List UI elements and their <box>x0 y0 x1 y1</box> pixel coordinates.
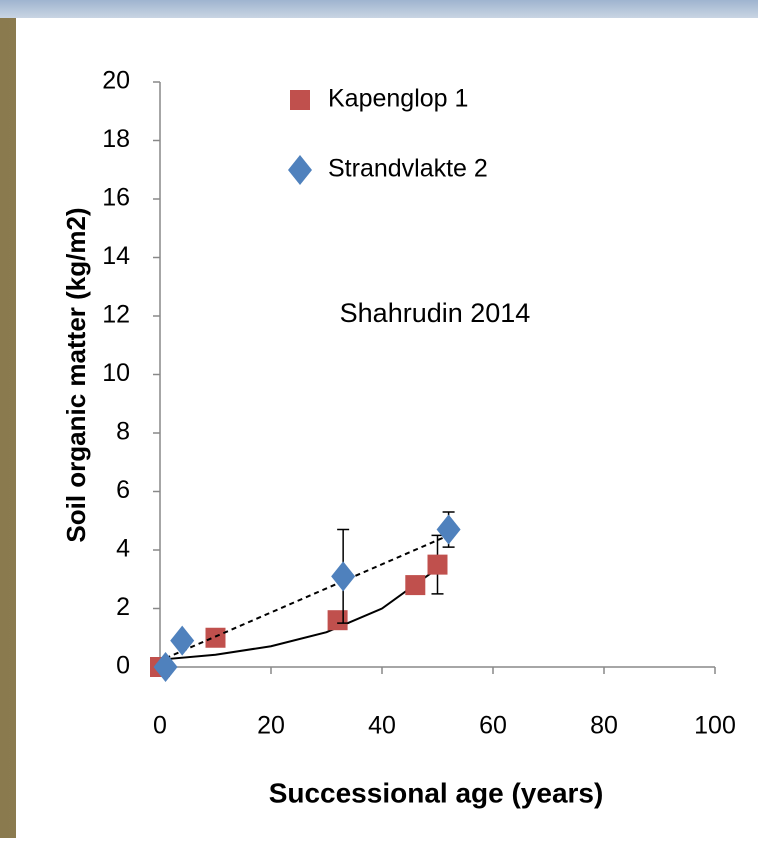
x-tick-label: 0 <box>153 712 167 740</box>
x-axis-label: Successional age (years) <box>269 777 604 808</box>
data-point <box>405 575 425 595</box>
annotation: Shahrudin 2014 <box>340 298 531 328</box>
y-tick-label: 6 <box>116 476 130 504</box>
x-tick-label: 40 <box>368 712 396 740</box>
y-tick-label: 0 <box>116 652 130 680</box>
y-tick-label: 14 <box>102 242 130 270</box>
legend-marker <box>290 90 310 110</box>
y-axis-label: Soil organic matter (kg/m2) <box>61 207 91 542</box>
data-point <box>428 555 448 575</box>
x-tick-label: 20 <box>257 712 285 740</box>
chart: Shahrudin 2014 Successional age (years) … <box>0 0 758 838</box>
y-tick-label: 4 <box>116 535 130 563</box>
y-tick-label: 12 <box>102 301 130 329</box>
y-tick-label: 16 <box>102 184 130 212</box>
y-tick-label: 20 <box>102 67 130 95</box>
y-tick-label: 18 <box>102 125 130 153</box>
y-tick-label: 2 <box>116 593 130 621</box>
data-point <box>206 628 226 648</box>
background-sky <box>0 0 758 18</box>
y-tick-label: 8 <box>116 418 130 446</box>
x-tick-label: 100 <box>694 712 736 740</box>
y-tick-label: 10 <box>102 359 130 387</box>
x-tick-label: 80 <box>590 712 618 740</box>
legend-label: Strandvlakte 2 <box>328 155 488 183</box>
x-tick-label: 60 <box>479 712 507 740</box>
data-point <box>328 610 348 630</box>
legend-label: Kapenglop 1 <box>328 85 468 113</box>
